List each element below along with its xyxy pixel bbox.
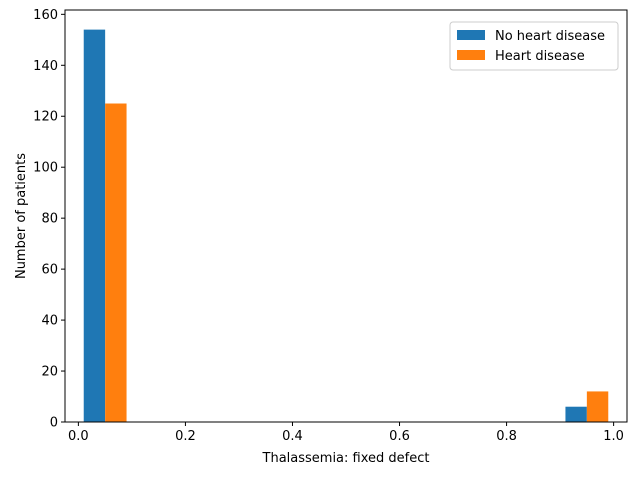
bar bbox=[565, 406, 587, 422]
x-tick-label: 0.0 bbox=[68, 429, 89, 444]
x-tick-label: 1.0 bbox=[603, 429, 624, 444]
bar bbox=[586, 391, 609, 422]
legend-swatch-no-heart-disease bbox=[457, 30, 485, 40]
x-tick-label: 0.8 bbox=[496, 429, 517, 444]
y-tick-label: 160 bbox=[33, 8, 58, 23]
bars-group bbox=[83, 29, 609, 422]
bar bbox=[105, 103, 127, 422]
y-tick-label: 40 bbox=[41, 314, 58, 329]
legend-swatch-heart-disease bbox=[457, 50, 485, 60]
x-tick-label: 0.2 bbox=[175, 429, 196, 444]
y-tick-label: 0 bbox=[50, 416, 58, 431]
x-tick-label: 0.4 bbox=[282, 429, 303, 444]
y-tick-label: 80 bbox=[41, 212, 58, 227]
x-tick-label: 0.6 bbox=[389, 429, 410, 444]
y-axis-label: Number of patients bbox=[14, 153, 29, 279]
y-tick-label: 20 bbox=[41, 365, 58, 380]
plot-frame bbox=[64, 9, 628, 423]
y-axis-ticks: 0 20 40 60 80 100 120 140 160 bbox=[33, 8, 65, 431]
legend: No heart disease Heart disease bbox=[449, 21, 619, 71]
y-tick-label: 140 bbox=[33, 59, 58, 74]
x-axis-ticks: 0.0 0.2 0.4 0.6 0.8 1.0 bbox=[68, 422, 624, 444]
y-tick-label: 120 bbox=[33, 110, 58, 125]
y-tick-label: 100 bbox=[33, 161, 58, 176]
x-axis-label: Thalassemia: fixed defect bbox=[262, 451, 430, 466]
legend-label-no-heart-disease: No heart disease bbox=[495, 29, 605, 44]
y-tick-label: 60 bbox=[41, 263, 58, 278]
legend-label-heart-disease: Heart disease bbox=[495, 49, 585, 64]
legend-box bbox=[449, 21, 619, 71]
bar bbox=[83, 29, 106, 422]
